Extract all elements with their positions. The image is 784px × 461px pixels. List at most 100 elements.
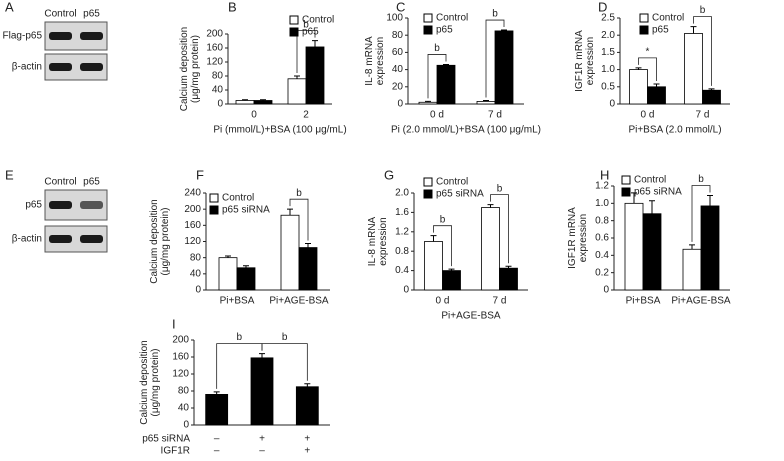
x-tick-label: 0 d (436, 296, 450, 307)
significance-label: b (434, 43, 440, 54)
y-tick-label: 0 (217, 99, 223, 110)
blot-row-label: Flag-p65 (3, 31, 43, 42)
error-bar (304, 383, 311, 387)
y-tick-label: 80 (178, 386, 190, 397)
bar (494, 30, 514, 105)
legend-swatch (209, 205, 219, 215)
error-bar (501, 29, 507, 31)
panel-letter: I (172, 316, 176, 331)
y-axis-label: expression (378, 217, 389, 265)
blot-band (49, 201, 72, 209)
y-tick-label: 2.0 (601, 30, 615, 41)
legend-label: Control (436, 177, 468, 188)
y-tick-label: 2.0 (395, 188, 409, 199)
legend-label: Control (222, 193, 254, 204)
y-tick-label: 1.0 (601, 64, 615, 75)
blot-band (80, 63, 103, 71)
y-tick-label: 0 (183, 420, 189, 431)
legend-swatch (621, 175, 631, 185)
y-tick-label: 0 (603, 285, 609, 296)
y-tick-label: 0.4 (595, 250, 609, 261)
legend-label: Control (302, 15, 334, 26)
y-tick-label: 0.6 (595, 233, 609, 244)
y-tick-label: 1.0 (595, 198, 609, 209)
y-tick-label: 0 (403, 285, 409, 296)
blot-band (80, 32, 103, 40)
bar (295, 386, 319, 426)
y-axis-label: expression (375, 37, 386, 85)
y-axis-label: IGF1R mRNA (567, 207, 578, 269)
significance-bracket (485, 19, 505, 98)
y-axis-label: IL-8 mRNA (364, 36, 375, 86)
significance-bracket (261, 343, 308, 381)
y-axis-label: (μg/mg protein) (190, 35, 201, 103)
blot-band (49, 63, 72, 71)
bar (684, 33, 703, 105)
error-bar (242, 99, 248, 101)
y-tick-label: 200 (172, 335, 189, 346)
y-axis-label: Calcium deposition (139, 340, 150, 425)
significance-label: b (237, 332, 243, 343)
blot-column-label: p65 (83, 9, 100, 20)
x-tick-label: Pi+AGE-BSA (671, 296, 731, 307)
y-tick-label: 160 (206, 43, 223, 54)
error-bar (294, 75, 300, 79)
legend-label: p65 (436, 25, 453, 36)
y-tick-label: 20 (392, 81, 404, 92)
x-tick-label: 0 (251, 110, 257, 121)
bar (436, 64, 456, 105)
error-bar (225, 255, 231, 258)
blot-row-label: β-actin (12, 62, 42, 73)
bar (629, 69, 648, 105)
x-tick-label: 7 d (493, 296, 507, 307)
blot-band (49, 32, 72, 40)
y-tick-label: 1.2 (395, 226, 409, 237)
legend-swatch (423, 25, 433, 35)
significance-bracket (289, 198, 309, 241)
y-tick-label: 40 (178, 403, 190, 414)
error-bar (448, 268, 455, 271)
error-bar (649, 200, 655, 214)
y-tick-label: 100 (386, 13, 403, 24)
error-bar (635, 67, 642, 70)
y-tick-label: 120 (206, 57, 223, 68)
y-tick-label: 1.5 (601, 47, 615, 58)
significance-bracket (693, 16, 712, 86)
bar (205, 393, 229, 426)
y-tick-label: 40 (190, 268, 202, 279)
y-tick-label: 120 (172, 369, 189, 380)
legend-swatch (639, 13, 649, 23)
y-axis-label: (μg/mg protein) (150, 348, 161, 416)
error-bar (653, 83, 660, 87)
legend-label: Control (634, 175, 666, 186)
error-bar (312, 40, 318, 47)
legend-swatch (289, 15, 299, 25)
blot-column-label: p65 (83, 177, 100, 188)
legend-label: Control (436, 13, 468, 24)
significance-label: b (492, 9, 498, 20)
x-tick-label: Pi+BSA (220, 296, 255, 307)
x-tick-label: Pi+BSA (626, 296, 661, 307)
y-axis-label: IGF1R mRNA (574, 30, 585, 92)
bar (700, 205, 720, 291)
y-tick-label: 160 (184, 220, 201, 231)
y-tick-label: 1.2 (595, 181, 609, 192)
panel-letter: E (5, 167, 14, 182)
legend-label: p65 (302, 27, 319, 38)
blot-band (80, 201, 103, 209)
factor-sign: + (304, 434, 310, 445)
panel-letter: H (600, 167, 609, 182)
y-tick-label: 80 (190, 252, 202, 263)
significance-bracket (638, 57, 657, 82)
factor-name: p65 siRNA (142, 434, 190, 445)
y-tick-label: 120 (184, 236, 201, 247)
bar (287, 78, 307, 105)
panel-letter: A (5, 0, 14, 14)
x-tick-label: 7 d (488, 110, 502, 121)
y-tick-label: 60 (392, 47, 404, 58)
significance-label: b (282, 332, 288, 343)
bar (647, 86, 666, 105)
y-tick-label: 0 (397, 99, 403, 110)
bar (476, 101, 496, 105)
x-axis-label: Pi (2.0 mmol/L)+BSA (100 μg/mL) (391, 125, 541, 136)
